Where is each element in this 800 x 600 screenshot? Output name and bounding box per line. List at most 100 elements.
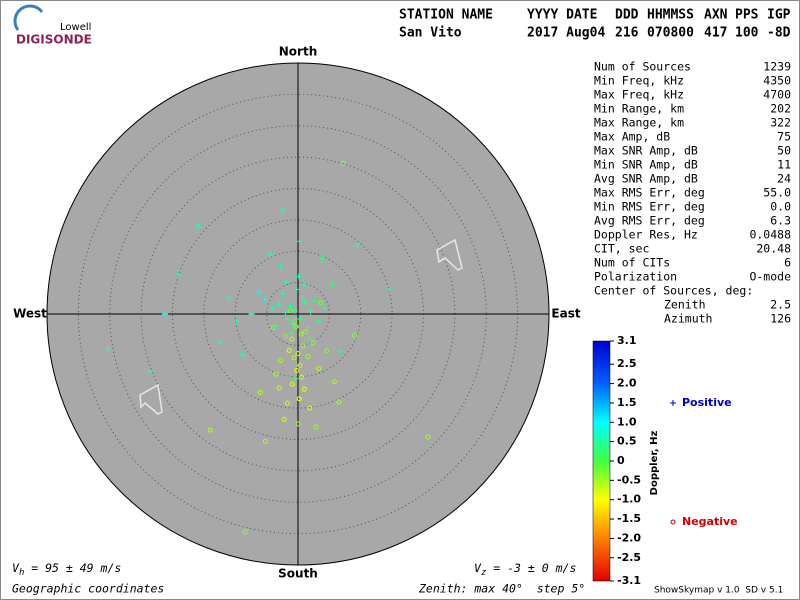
source-negative <box>324 348 330 354</box>
source-negative <box>289 336 295 342</box>
source-positive <box>161 311 168 317</box>
source-positive <box>248 311 255 317</box>
stat-value: 0.0 <box>770 200 791 214</box>
stat-value: 24 <box>777 172 791 186</box>
stat-label: Min Freq, kHz <box>594 74 684 88</box>
source-negative <box>262 438 268 444</box>
source-positive <box>175 272 182 279</box>
source-positive <box>293 286 300 293</box>
source-positive <box>298 294 305 301</box>
source-positive <box>321 304 328 311</box>
colorbar-tick-label: -1.0 <box>617 493 641 506</box>
stat-value: 1239 <box>763 60 791 74</box>
source-positive <box>386 285 393 292</box>
source-positive <box>261 296 268 303</box>
source-positive <box>307 308 314 315</box>
source-negative <box>293 324 299 330</box>
stat-value: 6.3 <box>770 214 791 228</box>
source-positive <box>269 305 276 312</box>
source-negative <box>301 386 307 392</box>
stat-value: 11 <box>777 158 791 172</box>
stat-label: Polarization <box>594 270 677 284</box>
source-positive <box>272 323 279 330</box>
source-positive <box>319 255 326 262</box>
source-positive <box>300 281 307 288</box>
source-negative <box>340 160 346 166</box>
center-title: Center of Sources, deg: <box>594 284 753 298</box>
vz-text: = -3 ± 0 m/s <box>486 561 576 575</box>
source-negative <box>282 333 288 339</box>
stat-value: O-mode <box>749 270 791 284</box>
vz-sub: z <box>481 568 486 578</box>
dir-west: West <box>13 307 47 321</box>
colorbar-tick-label: 2.0 <box>617 377 637 390</box>
source-positive <box>354 241 361 248</box>
stat-value: 55.0 <box>763 186 791 200</box>
colorbar-tick-label: 1.0 <box>617 415 637 428</box>
stat-label: Max RMS Err, deg <box>594 186 705 200</box>
stat-label: Max Amp, dB <box>594 130 670 144</box>
source-negative <box>294 367 300 373</box>
source-negative <box>295 421 301 427</box>
colorbar-tick-label: 2.5 <box>617 357 637 370</box>
source-negative <box>270 325 276 331</box>
source-negative <box>313 424 319 430</box>
stat-label: Min RMS Err, deg <box>594 200 705 214</box>
stat-label: Max Freq, kHz <box>594 88 684 102</box>
zenith-info: Zenith: max 40° step 5° <box>418 582 585 596</box>
dir-south: South <box>278 567 318 581</box>
center-label: Zenith <box>664 298 706 312</box>
stat-label: Avg RMS Err, deg <box>594 214 705 228</box>
header-value: 216 <box>615 26 639 41</box>
stat-label: CIT, sec <box>594 242 649 256</box>
version: ShowSkymap v 1.0 SD v 5.1 <box>654 586 783 596</box>
source-positive <box>288 329 295 336</box>
source-negative <box>273 371 279 377</box>
source-negative <box>297 362 303 368</box>
legend-marker <box>670 519 676 525</box>
logo-top: Lowell <box>60 22 91 33</box>
colorbar-tick-label: -0.5 <box>617 473 641 486</box>
header-label: YYYY DATE <box>527 8 597 23</box>
colorbar-label: Doppler, Hz <box>649 431 660 496</box>
source-positive <box>276 301 283 308</box>
source-negative <box>298 331 304 337</box>
header-label: DDD <box>615 8 639 23</box>
stat-label: Max SNR Amp, dB <box>594 144 698 158</box>
stat-value: 50 <box>777 144 791 158</box>
stat-label: Min Range, km <box>594 102 684 116</box>
source-negative <box>276 385 282 391</box>
source-positive <box>279 206 286 213</box>
source-negative <box>303 329 309 335</box>
source-positive <box>225 294 232 301</box>
source-negative <box>300 343 306 349</box>
colorbar <box>592 340 611 582</box>
source-positive <box>282 309 289 316</box>
legend-label: Negative <box>682 515 738 528</box>
source-positive <box>304 324 311 331</box>
source-negative <box>284 400 290 406</box>
stat-value: 4700 <box>763 88 791 102</box>
legend-label: Positive <box>682 396 732 409</box>
velocity-arrow <box>436 238 463 271</box>
source-negative <box>425 434 431 440</box>
source-positive <box>329 280 336 287</box>
source-positive <box>311 297 318 304</box>
stat-label: Max Range, km <box>594 116 684 130</box>
source-negative <box>307 405 313 411</box>
source-negative <box>242 529 248 535</box>
source-positive <box>296 238 303 245</box>
source-negative <box>207 427 213 433</box>
stat-value: 202 <box>770 102 791 116</box>
dir-north: North <box>279 45 317 59</box>
source-positive <box>256 289 263 296</box>
logo-arc <box>13 4 44 31</box>
header-label: IGP <box>767 8 791 23</box>
colorbar-tick-label: -2.0 <box>617 531 641 544</box>
stat-value: 0.0488 <box>749 228 791 242</box>
source-negative <box>289 381 295 387</box>
colorbar-tick-label: 1.5 <box>617 396 637 409</box>
vh-text: = 95 ± 49 m/s <box>24 561 121 575</box>
header-value: -8D <box>767 26 791 41</box>
